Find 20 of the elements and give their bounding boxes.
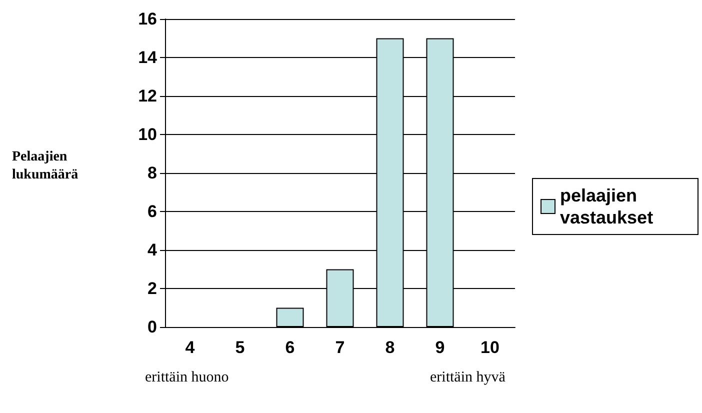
x-tick-label: 10 [480,338,500,357]
text: erittäin huono [145,370,229,386]
y-tick-label: 16 [138,10,157,28]
x-tick-label: 5 [235,338,245,357]
x-tick-label: 6 [285,338,295,357]
y-tick-label: 6 [148,202,157,221]
y-tick-label: 0 [148,318,157,336]
y-axis-title: Pelaajien lukumäärä [12,150,78,182]
y-tick-label: 8 [148,164,157,182]
y-tick-label: 10 [138,125,157,144]
y-tick-label: 4 [148,240,158,260]
legend-label: pelaajien vastaukset [560,186,654,228]
y-tick-label: 12 [138,86,157,106]
x-tick-label: 9 [435,338,445,357]
y-tick-label: 14 [138,48,158,67]
text: erittäin hyvä [430,370,506,386]
y-tick-label: 2 [148,279,157,298]
x-tick-label: 7 [335,338,345,357]
x-tick-label: 4 [185,338,196,357]
x-tick-label: 8 [385,338,395,357]
